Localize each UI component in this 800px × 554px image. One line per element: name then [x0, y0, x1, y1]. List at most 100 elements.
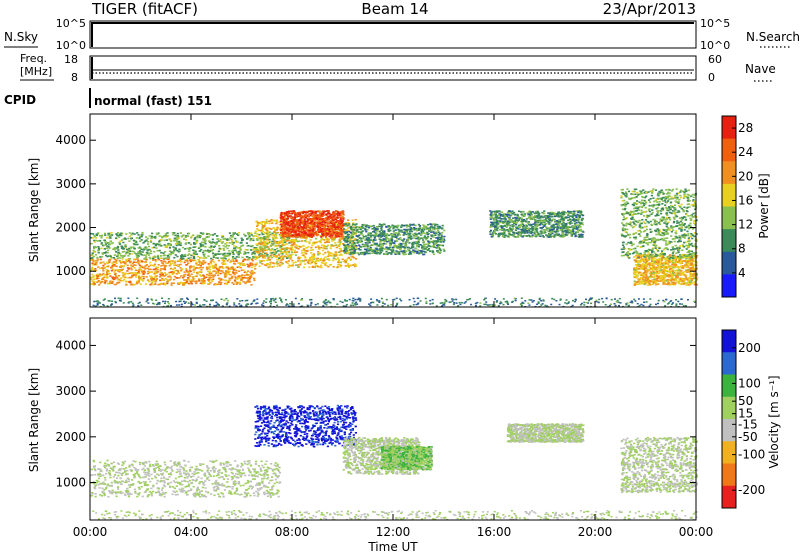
- echo-cell: [285, 253, 288, 255]
- echo-cell: [295, 213, 298, 216]
- echo-cell: [322, 257, 326, 260]
- echo-cell: [371, 252, 374, 254]
- echo-cell: [218, 245, 221, 247]
- echo-cell: [140, 234, 143, 236]
- echo-cell: [210, 274, 213, 276]
- echo-cell: [177, 282, 181, 285]
- echo-cell: [101, 253, 104, 255]
- echo-cell: [134, 240, 137, 243]
- echo-cell: [162, 268, 165, 270]
- echo-cell: [182, 282, 185, 284]
- echo-cell: [262, 236, 265, 239]
- echo-cell: [97, 248, 101, 251]
- echo-cell: [367, 252, 370, 255]
- echo-cell: [256, 233, 259, 235]
- echo-cell: [231, 240, 234, 242]
- echo-cell: [279, 240, 282, 243]
- echo-cell: [204, 242, 207, 245]
- echo-cell: [275, 222, 278, 225]
- echo-cell: [128, 276, 131, 279]
- echo-cell: [189, 267, 192, 269]
- echo-cell: [281, 248, 284, 250]
- echo-cell: [128, 253, 131, 255]
- echo-cell: [255, 243, 258, 245]
- echo-cell: [275, 241, 278, 244]
- echo-cell: [207, 279, 210, 281]
- echo-cell: [332, 216, 335, 219]
- echo-cell: [379, 242, 382, 245]
- echo-cell: [178, 244, 181, 246]
- echo-cell: [316, 233, 319, 236]
- echo-cell: [439, 239, 442, 242]
- echo-cell: [440, 237, 443, 239]
- echo-cell: [264, 240, 267, 243]
- echo-cell: [109, 240, 112, 243]
- echo-cell: [292, 262, 295, 264]
- echo-cell: [417, 237, 420, 239]
- echo-cell: [567, 214, 570, 216]
- echo-cell: [317, 253, 320, 256]
- echo-cell: [529, 218, 532, 221]
- echo-cell: [347, 233, 350, 236]
- freq-label: Freq.: [20, 52, 47, 65]
- echo-cell: [398, 234, 401, 236]
- echo-cell: [299, 262, 302, 264]
- echo-cell: [393, 251, 396, 254]
- echo-cell: [324, 241, 327, 244]
- echo-cell: [193, 280, 197, 283]
- echo-cell: [90, 236, 93, 239]
- echo-cell: [212, 274, 215, 277]
- echo-cell: [283, 243, 287, 246]
- echo-cell: [294, 223, 297, 226]
- echo-cell: [278, 223, 281, 226]
- echo-cell: [356, 226, 359, 228]
- echo-cell: [327, 232, 330, 235]
- echo-cell: [93, 251, 96, 253]
- echo-cell: [169, 278, 173, 280]
- echo-cell: [237, 234, 240, 236]
- echo-cell: [250, 269, 253, 272]
- echo-cell: [282, 257, 285, 260]
- echo-cell: [220, 257, 223, 259]
- echo-cell: [316, 226, 320, 228]
- echo-cell: [91, 262, 94, 265]
- echo-cell: [173, 267, 176, 269]
- echo-cell: [395, 246, 398, 248]
- echo-cell: [249, 239, 252, 242]
- echo-cell: [321, 234, 324, 237]
- echo-cell: [317, 220, 320, 222]
- echo-cell: [103, 239, 106, 242]
- echo-cell: [403, 238, 406, 240]
- echo-cell: [432, 241, 435, 244]
- echo-cell: [215, 271, 218, 273]
- echo-cell: [375, 250, 379, 252]
- echo-cell: [256, 244, 259, 247]
- echo-cell: [180, 275, 183, 277]
- echo-cell: [94, 263, 97, 266]
- echo-cell: [292, 243, 296, 245]
- echo-cell: [394, 229, 397, 231]
- echo-cell: [306, 230, 309, 232]
- echo-cell: [190, 273, 193, 276]
- echo-cell: [409, 236, 412, 239]
- echo-cell: [181, 268, 184, 270]
- echo-cell: [218, 247, 221, 250]
- echo-cell: [291, 259, 294, 262]
- echo-cell: [220, 278, 223, 280]
- echo-cell: [403, 228, 406, 231]
- echo-cell: [184, 279, 187, 281]
- echo-cell: [97, 247, 101, 250]
- echo-cell: [252, 270, 255, 273]
- echo-cell: [168, 255, 171, 258]
- echo-cell: [189, 247, 192, 249]
- echo-cell: [251, 249, 254, 251]
- echo-cell: [135, 272, 138, 274]
- echo-cell: [349, 242, 352, 244]
- echo-cell: [366, 228, 369, 231]
- echo-cell: [124, 244, 127, 246]
- echo-cell: [198, 262, 202, 265]
- echo-cell: [267, 233, 270, 236]
- echo-cell: [148, 268, 151, 270]
- echo-cell: [169, 276, 172, 278]
- echo-cell: [151, 276, 154, 279]
